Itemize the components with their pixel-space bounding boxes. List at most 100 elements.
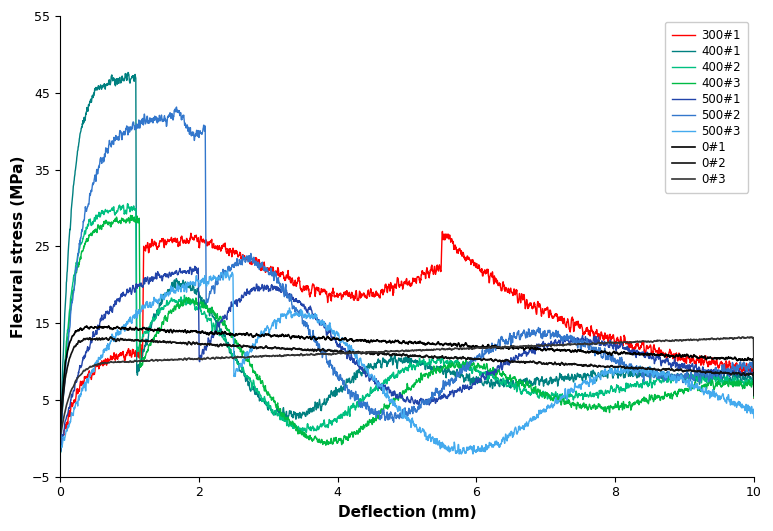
400#1 xyxy=(55,439,64,445)
300#1 xyxy=(55,440,64,447)
Line: 0#1: 0#1 xyxy=(60,326,754,435)
300#1 xyxy=(322,290,331,296)
400#3 xyxy=(736,381,745,387)
500#2 xyxy=(736,361,745,367)
500#1 xyxy=(749,387,758,393)
500#3 xyxy=(749,415,758,421)
400#2 xyxy=(56,450,65,456)
300#1 xyxy=(175,238,185,245)
0#2 xyxy=(322,348,331,354)
300#1 xyxy=(662,353,671,359)
300#1 xyxy=(352,288,361,295)
400#1 xyxy=(662,374,671,381)
400#3 xyxy=(662,392,671,399)
0#3 xyxy=(322,350,331,357)
0#1 xyxy=(352,337,361,344)
0#1 xyxy=(749,383,758,389)
400#1 xyxy=(352,368,361,374)
0#1 xyxy=(135,326,144,332)
400#2 xyxy=(135,341,144,348)
300#1 xyxy=(135,355,144,361)
400#3 xyxy=(56,448,65,454)
500#1 xyxy=(55,442,64,448)
500#2 xyxy=(352,396,361,402)
400#1 xyxy=(135,361,144,367)
500#1 xyxy=(190,263,199,270)
500#1 xyxy=(135,281,144,287)
0#2 xyxy=(135,338,144,344)
500#3 xyxy=(223,267,232,273)
500#2 xyxy=(749,376,758,383)
Line: 400#1: 400#1 xyxy=(60,73,754,451)
400#2 xyxy=(749,394,758,400)
300#1 xyxy=(749,395,758,401)
400#1 xyxy=(176,284,186,290)
Y-axis label: Flexural stress (MPa): Flexural stress (MPa) xyxy=(11,155,26,338)
400#2 xyxy=(322,423,331,430)
X-axis label: Deflection (mm): Deflection (mm) xyxy=(338,505,476,520)
400#2 xyxy=(176,294,186,301)
500#2 xyxy=(56,448,66,455)
500#3 xyxy=(322,327,331,333)
400#3 xyxy=(322,439,331,445)
0#1 xyxy=(175,328,185,335)
500#3 xyxy=(55,440,64,447)
400#3 xyxy=(135,253,144,260)
0#1 xyxy=(104,323,114,329)
400#1 xyxy=(124,70,133,76)
0#2 xyxy=(736,372,745,378)
Line: 400#3: 400#3 xyxy=(60,216,754,451)
500#2 xyxy=(135,121,144,127)
0#2 xyxy=(352,349,361,356)
400#2 xyxy=(123,201,132,207)
Legend: 300#1, 400#1, 400#2, 400#3, 500#1, 500#2, 500#3, 0#1, 0#2, 0#3: 300#1, 400#1, 400#2, 400#3, 500#1, 500#2… xyxy=(665,22,748,193)
0#3 xyxy=(352,350,361,356)
500#3 xyxy=(352,352,361,358)
0#2 xyxy=(175,339,185,346)
400#1 xyxy=(322,399,331,406)
300#1 xyxy=(736,361,745,367)
500#2 xyxy=(662,374,671,380)
0#3 xyxy=(736,335,745,341)
Line: 300#1: 300#1 xyxy=(60,232,754,451)
400#3 xyxy=(55,441,64,447)
0#3 xyxy=(135,358,144,364)
400#1 xyxy=(749,387,758,393)
400#2 xyxy=(352,401,361,407)
500#1 xyxy=(175,268,185,275)
Line: 400#2: 400#2 xyxy=(60,204,754,453)
0#1 xyxy=(736,356,745,363)
500#3 xyxy=(457,451,466,457)
0#2 xyxy=(55,434,64,440)
500#1 xyxy=(56,448,65,454)
500#3 xyxy=(736,403,745,409)
400#1 xyxy=(736,378,745,384)
0#2 xyxy=(749,392,758,399)
0#1 xyxy=(322,336,331,342)
500#3 xyxy=(135,309,144,315)
500#2 xyxy=(176,109,186,116)
0#1 xyxy=(661,352,670,358)
0#3 xyxy=(55,434,64,441)
0#2 xyxy=(661,367,670,373)
0#3 xyxy=(175,356,185,362)
400#3 xyxy=(176,301,186,307)
0#3 xyxy=(661,337,670,343)
500#3 xyxy=(662,371,671,378)
Line: 0#3: 0#3 xyxy=(60,337,754,438)
300#1 xyxy=(56,448,65,454)
500#3 xyxy=(175,285,185,291)
500#2 xyxy=(55,442,64,449)
400#1 xyxy=(56,448,65,454)
500#1 xyxy=(322,332,331,338)
500#1 xyxy=(352,359,361,365)
400#3 xyxy=(749,395,758,401)
300#1 xyxy=(438,228,447,235)
Line: 500#1: 500#1 xyxy=(60,267,754,451)
Line: 0#2: 0#2 xyxy=(60,337,754,437)
0#3 xyxy=(747,334,756,340)
500#2 xyxy=(172,104,181,110)
400#2 xyxy=(736,379,745,385)
0#3 xyxy=(749,368,758,374)
0#1 xyxy=(55,432,64,438)
